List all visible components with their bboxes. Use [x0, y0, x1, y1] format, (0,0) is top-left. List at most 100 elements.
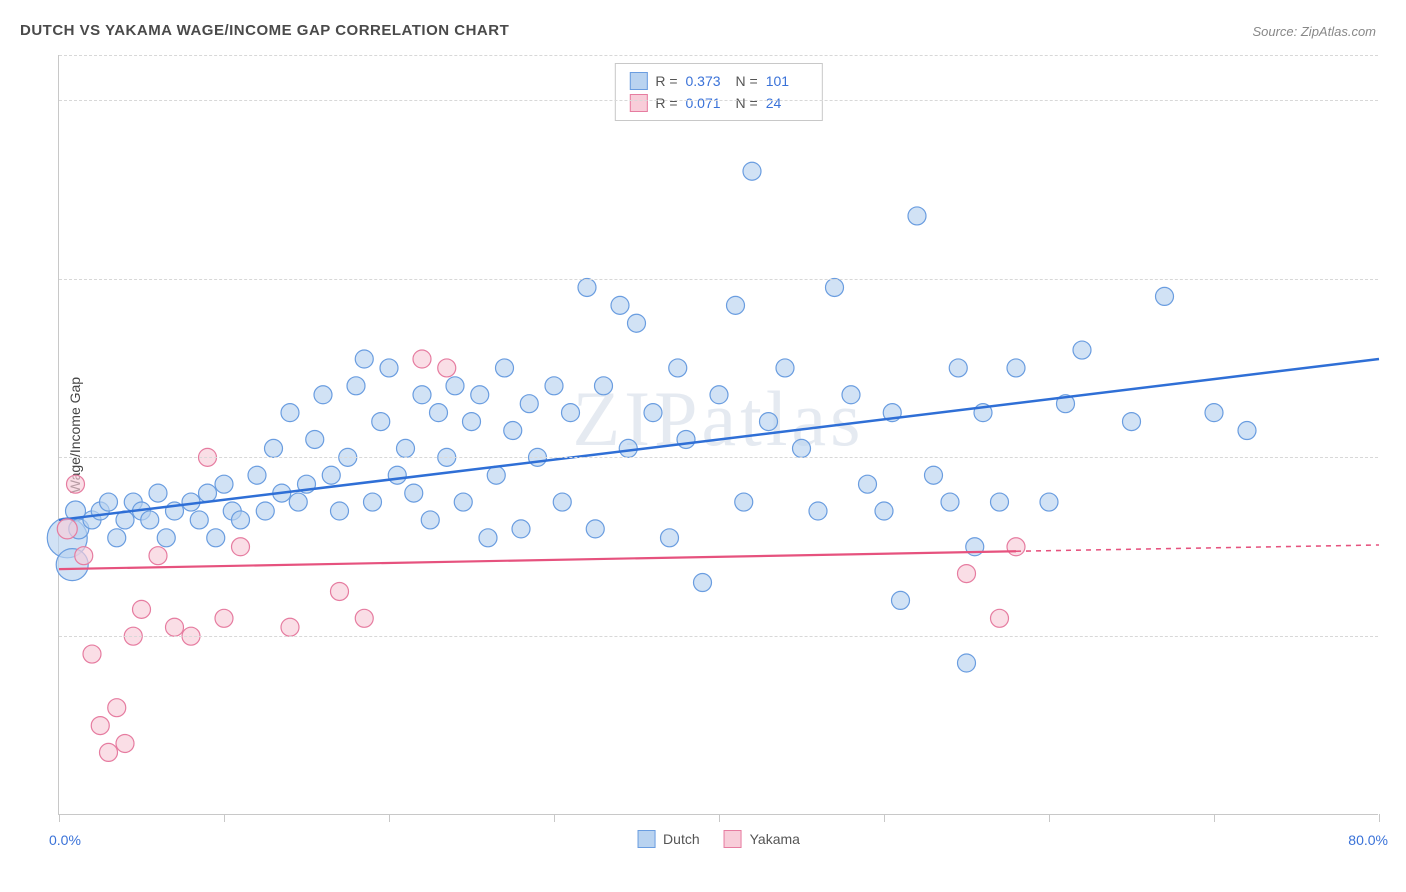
data-point — [100, 493, 118, 511]
data-point — [991, 609, 1009, 627]
data-point — [133, 600, 151, 618]
gridline — [59, 279, 1378, 280]
series-legend: Dutch Yakama — [637, 830, 800, 848]
data-point — [149, 484, 167, 502]
data-point — [1123, 413, 1141, 431]
data-point — [463, 413, 481, 431]
legend-row-yakama: R = 0.071 N = 24 — [629, 92, 807, 114]
data-point — [949, 359, 967, 377]
data-point — [190, 511, 208, 529]
data-point — [1156, 287, 1174, 305]
legend-n-value-yakama: 24 — [766, 92, 808, 114]
legend-label-dutch: Dutch — [663, 831, 700, 847]
legend-r-value-yakama: 0.071 — [686, 92, 728, 114]
data-point — [504, 422, 522, 440]
x-axis-max-label: 80.0% — [1348, 832, 1388, 848]
data-point — [355, 350, 373, 368]
data-point — [454, 493, 472, 511]
data-point — [108, 699, 126, 717]
data-point — [611, 296, 629, 314]
source-attribution: Source: ZipAtlas.com — [1252, 24, 1376, 39]
data-point — [677, 430, 695, 448]
data-point — [322, 466, 340, 484]
x-tick — [1049, 814, 1050, 822]
gridline — [59, 636, 1378, 637]
data-point — [892, 591, 910, 609]
legend-swatch-yakama — [724, 830, 742, 848]
data-point — [1007, 359, 1025, 377]
data-point — [232, 511, 250, 529]
data-point — [331, 582, 349, 600]
data-point — [727, 296, 745, 314]
data-point — [215, 475, 233, 493]
legend-n-value-dutch: 101 — [766, 70, 808, 92]
data-point — [710, 386, 728, 404]
x-tick — [554, 814, 555, 822]
data-point — [141, 511, 159, 529]
data-point — [776, 359, 794, 377]
data-point — [842, 386, 860, 404]
data-point — [644, 404, 662, 422]
y-tick-label: 60.0% — [1388, 271, 1406, 287]
data-point — [421, 511, 439, 529]
legend-swatch-yakama — [629, 94, 647, 112]
data-point — [760, 413, 778, 431]
data-point — [1007, 538, 1025, 556]
x-tick — [59, 814, 60, 822]
trend-line-extrapolated — [1016, 545, 1379, 551]
data-point — [157, 529, 175, 547]
data-point — [207, 529, 225, 547]
data-point — [925, 466, 943, 484]
data-point — [232, 538, 250, 556]
data-point — [75, 547, 93, 565]
data-point — [1073, 341, 1091, 359]
data-point — [512, 520, 530, 538]
data-point — [586, 520, 604, 538]
legend-label-yakama: Yakama — [750, 831, 800, 847]
data-point — [405, 484, 423, 502]
data-point — [520, 395, 538, 413]
data-point — [595, 377, 613, 395]
legend-r-label: R = — [655, 70, 677, 92]
data-point — [67, 475, 85, 493]
chart-plot-area: Wage/Income Gap ZIPatlas 0.0% 80.0% R = … — [58, 55, 1378, 815]
data-point — [669, 359, 687, 377]
data-point — [545, 377, 563, 395]
data-point — [941, 493, 959, 511]
data-point — [479, 529, 497, 547]
data-point — [438, 359, 456, 377]
y-tick-label: 40.0% — [1388, 449, 1406, 465]
correlation-legend: R = 0.373 N = 101 R = 0.071 N = 24 — [614, 63, 822, 121]
data-point — [628, 314, 646, 332]
data-point — [388, 466, 406, 484]
data-point — [306, 430, 324, 448]
data-point — [347, 377, 365, 395]
y-tick-label: 80.0% — [1388, 92, 1406, 108]
trend-line — [59, 551, 1016, 569]
data-point — [256, 502, 274, 520]
data-point — [446, 377, 464, 395]
legend-item-dutch: Dutch — [637, 830, 700, 848]
data-point — [578, 278, 596, 296]
data-point — [380, 359, 398, 377]
data-point — [793, 439, 811, 457]
data-point — [619, 439, 637, 457]
data-point — [562, 404, 580, 422]
data-point — [397, 439, 415, 457]
gridline — [59, 100, 1378, 101]
data-point — [199, 484, 217, 502]
data-point — [57, 519, 77, 539]
gridline — [59, 457, 1378, 458]
data-point — [809, 502, 827, 520]
data-point — [215, 609, 233, 627]
data-point — [430, 404, 448, 422]
x-tick — [719, 814, 720, 822]
x-tick — [224, 814, 225, 822]
x-tick — [884, 814, 885, 822]
legend-r-value-dutch: 0.373 — [686, 70, 728, 92]
data-point — [91, 717, 109, 735]
data-point — [958, 654, 976, 672]
data-point — [1238, 422, 1256, 440]
data-point — [859, 475, 877, 493]
data-point — [743, 162, 761, 180]
